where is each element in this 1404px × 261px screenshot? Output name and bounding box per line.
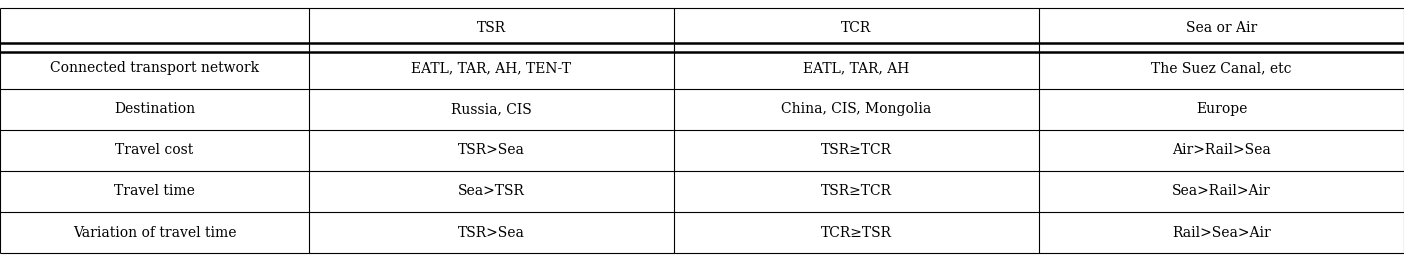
Text: Destination: Destination — [114, 102, 195, 116]
Text: Travel time: Travel time — [114, 185, 195, 198]
Text: TSR≥TCR: TSR≥TCR — [821, 143, 892, 157]
Text: EATL, TAR, AH: EATL, TAR, AH — [803, 61, 910, 75]
Text: Sea>Rail>Air: Sea>Rail>Air — [1172, 185, 1271, 198]
Text: EATL, TAR, AH, TEN-T: EATL, TAR, AH, TEN-T — [411, 61, 571, 75]
Text: TSR>Sea: TSR>Sea — [458, 226, 525, 240]
Text: Rail>Sea>Air: Rail>Sea>Air — [1172, 226, 1271, 240]
Text: TCR≥TSR: TCR≥TSR — [821, 226, 892, 240]
Text: China, CIS, Mongolia: China, CIS, Mongolia — [781, 102, 932, 116]
Text: TSR>Sea: TSR>Sea — [458, 143, 525, 157]
Text: The Suez Canal, etc: The Suez Canal, etc — [1151, 61, 1292, 75]
Text: Europe: Europe — [1196, 102, 1247, 116]
Text: TSR≥TCR: TSR≥TCR — [821, 185, 892, 198]
Text: TSR: TSR — [477, 21, 505, 35]
Text: Sea or Air: Sea or Air — [1186, 21, 1257, 35]
Text: Variation of travel time: Variation of travel time — [73, 226, 236, 240]
Text: Russia, CIS: Russia, CIS — [451, 102, 532, 116]
Text: Sea>TSR: Sea>TSR — [458, 185, 525, 198]
Text: Connected transport network: Connected transport network — [51, 61, 258, 75]
Text: Travel cost: Travel cost — [115, 143, 194, 157]
Text: Air>Rail>Sea: Air>Rail>Sea — [1172, 143, 1271, 157]
Text: TCR: TCR — [841, 21, 872, 35]
